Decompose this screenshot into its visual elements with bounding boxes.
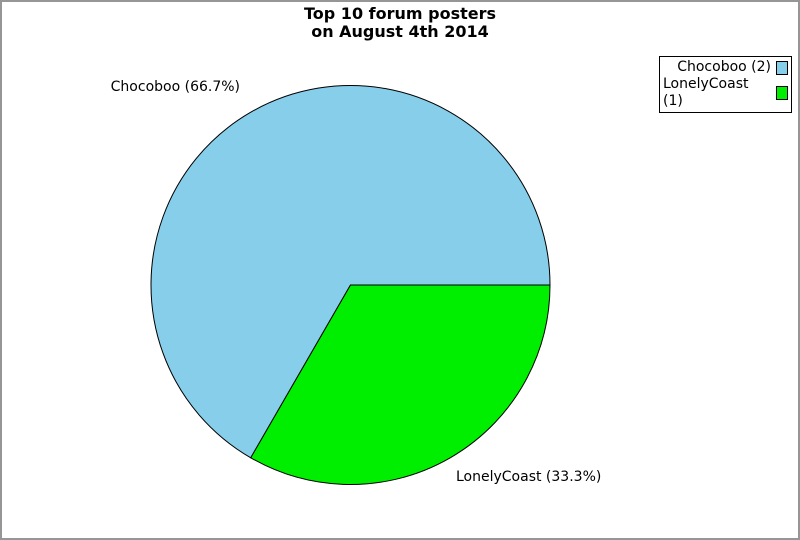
legend-item-chocoboo: Chocoboo (2) (663, 59, 788, 76)
chart-title-line2: on August 4th 2014 (311, 22, 489, 41)
legend-swatch-chocoboo (776, 60, 788, 75)
legend-label-lonelycoast: LonelyCoast (1) (663, 76, 749, 109)
legend-box: Chocoboo (2) LonelyCoast (1) (659, 56, 792, 113)
chart-title-line1: Top 10 forum posters (304, 4, 496, 23)
chart-title: Top 10 forum posters on August 4th 2014 (0, 5, 800, 41)
legend-label-chocoboo: Chocoboo (2) (677, 59, 771, 75)
slice-callout-chocoboo: Chocoboo (66.7%) (110, 79, 240, 95)
legend-swatch-lonelycoast (776, 86, 788, 100)
pie-slice-lonelycoast (250, 284, 551, 485)
slice-callout-lonelycoast: LonelyCoast (33.3%) (456, 469, 602, 485)
pie-slice-chocoboo (150, 85, 551, 459)
legend-item-lonelycoast: LonelyCoast (1) (663, 76, 788, 110)
